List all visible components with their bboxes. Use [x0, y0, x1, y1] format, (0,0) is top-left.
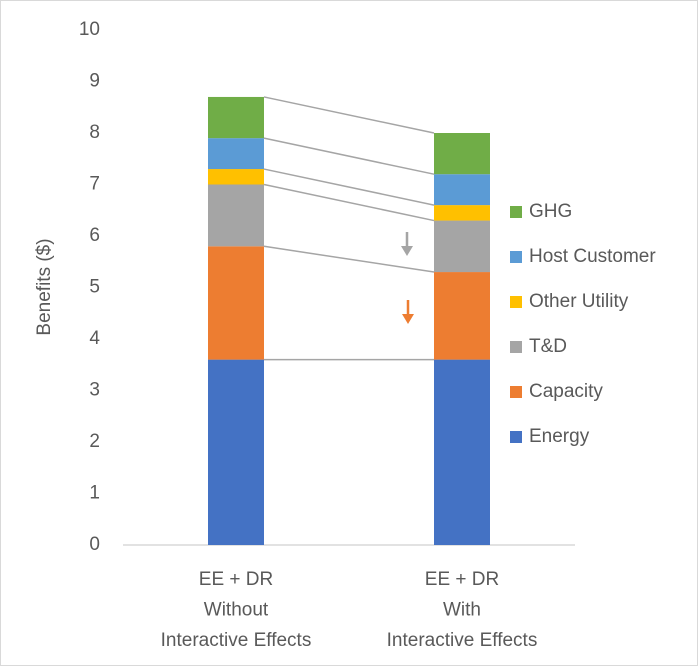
x-tick-label: EE + DR Without Interactive Effects [161, 569, 312, 651]
y-tick-label: 8 [89, 122, 100, 143]
bar-segment [208, 96, 264, 139]
gray-arrow [401, 232, 413, 256]
legend-label: T&D [529, 336, 567, 357]
legend-label: GHG [529, 201, 572, 222]
bar-segment [434, 205, 490, 221]
orange-arrow [402, 300, 414, 324]
bar-segment [434, 174, 490, 206]
bar-segment [434, 220, 490, 273]
y-tick-label: 2 [89, 431, 100, 452]
bar-segment [208, 138, 264, 170]
legend-label: Capacity [529, 381, 603, 402]
bar-segment [208, 169, 264, 185]
y-tick-label: 10 [79, 19, 100, 40]
connector-line [263, 245, 435, 273]
legend-label: Other Utility [529, 291, 629, 312]
legend-swatch [510, 386, 522, 398]
bar-segment [434, 272, 490, 360]
legend-swatch [510, 206, 522, 218]
legend-swatch [510, 341, 522, 353]
x-tick-label: EE + DR With Interactive Effects [387, 569, 538, 651]
y-tick-label: 0 [89, 534, 100, 555]
y-tick-label: 6 [89, 225, 100, 246]
x-tick-label-line: Interactive Effects [387, 630, 538, 651]
bar-segment [434, 133, 490, 175]
x-tick-label-line: Interactive Effects [161, 630, 312, 651]
y-tick-label: 9 [89, 71, 100, 92]
y-tick-label: 1 [89, 483, 100, 504]
legend-label: Host Customer [529, 246, 656, 267]
bar-segment [208, 246, 264, 360]
bar-segment [434, 359, 490, 545]
y-tick-label: 3 [89, 380, 100, 401]
x-tick-label-line: With [443, 600, 481, 621]
x-tick-label-line: EE + DR [199, 569, 273, 590]
bar-segment [208, 359, 264, 545]
x-tick-label-line: EE + DR [425, 569, 499, 590]
connector-line [263, 96, 435, 134]
x-tick-label-line: Without [204, 600, 269, 621]
y-axis-title: Benefits ($) [34, 238, 55, 335]
connector-line [263, 183, 435, 222]
bar-segment [208, 184, 264, 247]
connector-line [263, 137, 435, 175]
y-tick-label: 4 [89, 328, 100, 349]
legend-swatch [510, 296, 522, 308]
connector-line [263, 168, 435, 206]
legend-swatch [510, 431, 522, 443]
y-tick-label: 7 [89, 174, 100, 195]
legend-label: Energy [529, 426, 590, 447]
y-tick-label: 5 [89, 277, 100, 298]
legend-swatch [510, 251, 522, 263]
